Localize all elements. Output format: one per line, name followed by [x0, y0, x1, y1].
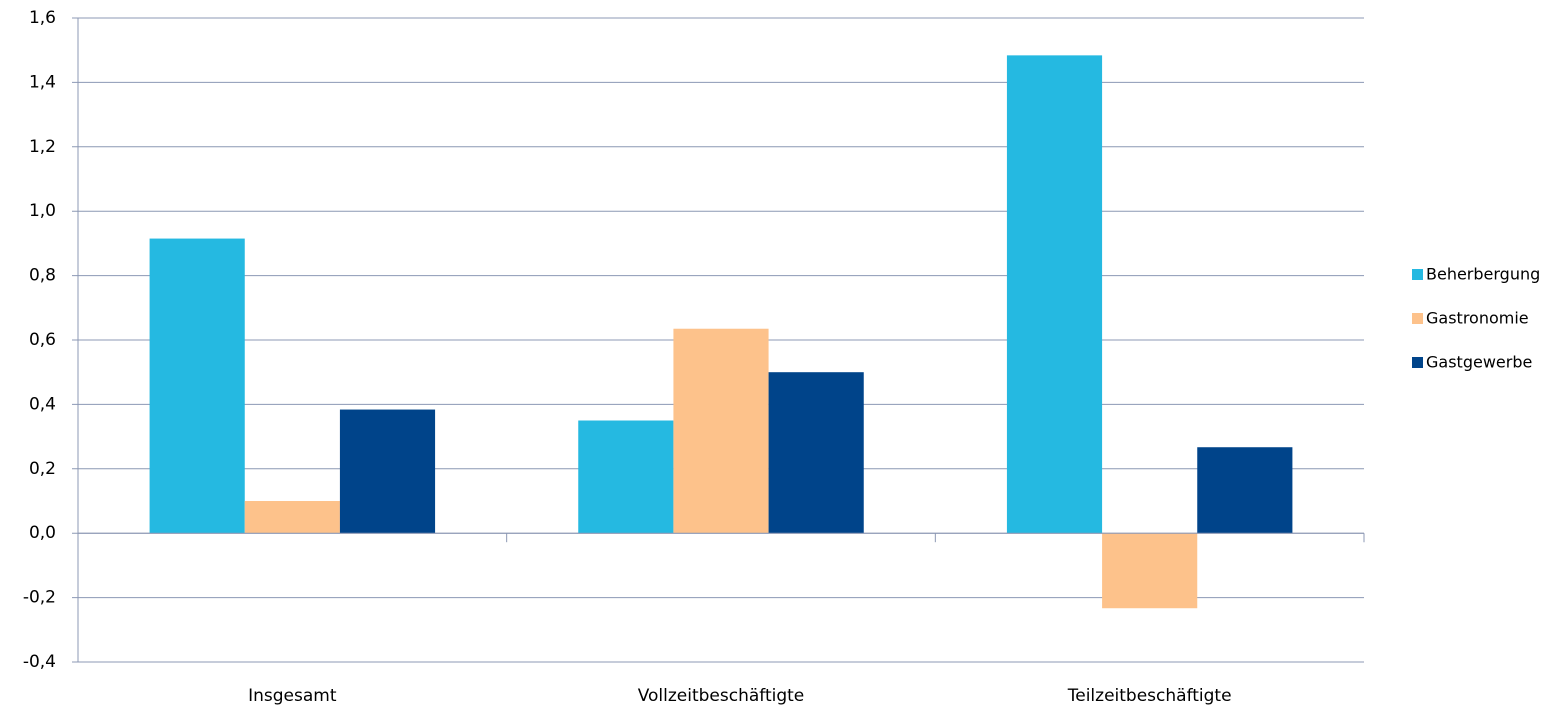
bar	[673, 328, 769, 534]
legend-label: Gastronomie	[1426, 309, 1529, 328]
y-tick-label: 0,8	[29, 266, 56, 286]
bar	[244, 501, 340, 534]
legend-label: Beherbergung	[1426, 265, 1540, 284]
legend-swatch	[1412, 357, 1423, 368]
y-tick-label: 1,0	[29, 201, 56, 221]
y-tick-label: -0,2	[23, 588, 56, 608]
bar	[149, 238, 245, 534]
y-tick-label: 1,2	[29, 137, 56, 157]
legend-swatch	[1412, 313, 1423, 324]
x-tick-label: Vollzeitbeschäftigte	[638, 686, 805, 706]
y-tick-label: 0,0	[29, 523, 56, 543]
y-tick-label: 0,4	[29, 394, 56, 414]
bar	[1006, 55, 1103, 534]
y-tick-label: 1,6	[29, 8, 56, 28]
legend-label: Gastgewerbe	[1426, 353, 1532, 372]
y-tick-label: 0,6	[29, 330, 56, 350]
legend: Beherbergung Gastronomie Gastgewerbe	[1412, 265, 1540, 372]
bar	[1197, 447, 1293, 534]
legend-swatch	[1412, 269, 1423, 280]
y-tick-label: 0,2	[29, 459, 56, 479]
x-tick-label: Teilzeitbeschäftigte	[1067, 686, 1232, 706]
bar	[768, 372, 864, 534]
x-tick-label: Insgesamt	[248, 686, 337, 706]
bar	[578, 420, 674, 534]
y-tick-label: 1,4	[29, 72, 56, 92]
y-tick-label: -0,4	[23, 652, 56, 672]
bar	[1102, 533, 1198, 609]
bar	[339, 409, 436, 534]
